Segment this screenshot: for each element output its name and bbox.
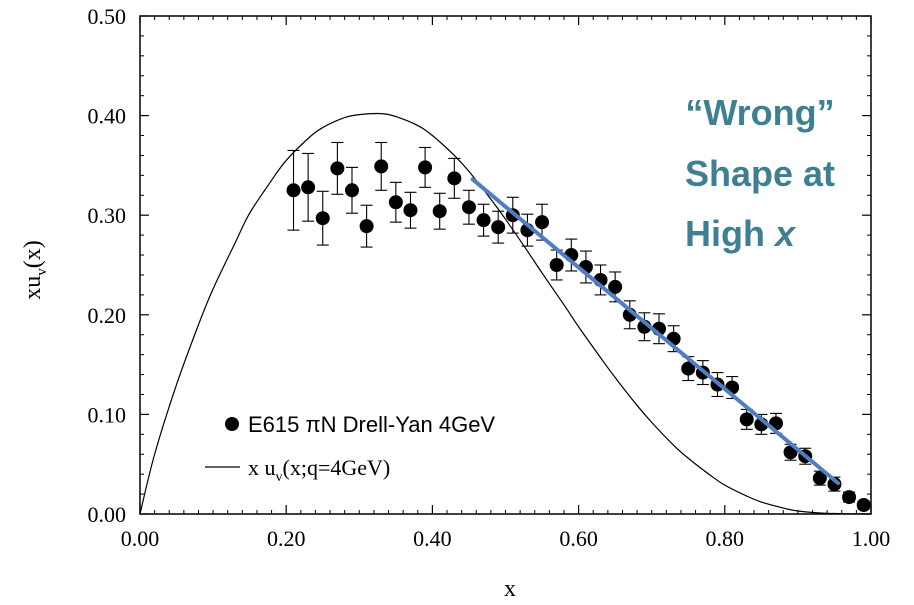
data-point [432,204,447,219]
data-point [286,183,301,198]
data-point [330,161,345,176]
data-point [344,183,359,198]
data-point [374,159,389,174]
data-point [549,258,564,272]
data-point [447,171,462,186]
x-tick-label: 1.00 [852,526,891,551]
y-axis-title-sub: v [34,268,50,276]
data-point [812,471,827,486]
x-axis-title: x [504,576,516,602]
data-point [315,211,330,226]
data-point [461,200,476,215]
legend-label-curve-post: (x;q=4GeV) [283,455,391,480]
annotation-line-3: High x [685,213,797,254]
data-point [491,220,506,235]
annotation-line-2: Shape at [685,153,835,194]
x-tick-label: 0.40 [413,526,452,551]
data-point [856,498,871,513]
y-tick-label: 0.40 [88,104,127,129]
data-point [739,412,754,427]
legend-label-curve-pre: x u [248,455,276,480]
data-point [535,215,550,230]
data-point [388,195,403,210]
y-tick-label: 0.10 [88,402,127,427]
trend-line [470,177,841,486]
x-tick-label: 0.20 [267,526,306,551]
legend-label-data: E615 πN Drell-Yan 4GeV [248,412,495,437]
y-axis-title-suffix: (x) [20,240,46,268]
y-tick-label: 0.50 [88,4,127,29]
data-point [359,219,374,234]
x-tick-label: 0.60 [559,526,598,551]
axis-ticks [139,15,872,515]
data-point [476,213,491,228]
annotation-line-1: “Wrong” [685,92,834,133]
data-point [403,203,418,218]
y-tick-label: 0.20 [88,303,127,328]
y-tick-label: 0.30 [88,203,127,228]
annotation-line-3-text: High [685,213,775,254]
legend-label-curve-sub: v [276,470,283,485]
plot-frame [139,15,872,515]
y-axis-title: xuv(x) [20,240,50,299]
data-point [842,490,857,505]
x-tick-labels: 0.00 0.20 0.40 0.60 0.80 1.00 [121,526,891,551]
legend: E615 πN Drell-Yan 4GeV x uv(x;q=4GeV) [205,412,495,485]
data-point [418,160,433,175]
y-tick-labels: 0.00 0.10 0.20 0.30 0.40 0.50 [88,4,127,527]
annotation: “Wrong” Shape at High x [685,92,835,254]
data-point [301,180,316,195]
data-point [681,361,696,376]
legend-label-curve: x uv(x;q=4GeV) [248,455,390,485]
x-tick-label: 0.80 [706,526,745,551]
data-point [608,279,623,294]
y-tick-label: 0.00 [88,502,127,527]
legend-dot-symbol [225,417,239,431]
theory-curve [139,112,872,515]
annotation-line-3-italic: x [773,213,797,254]
x-tick-label: 0.00 [121,526,160,551]
y-axis-title-main: xu [20,276,46,300]
